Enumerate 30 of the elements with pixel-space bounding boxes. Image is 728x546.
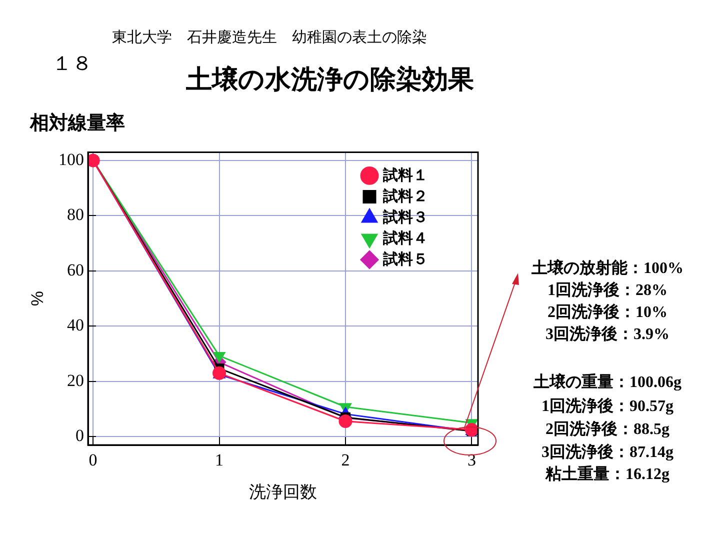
legend-label: 試料１ [382,166,428,184]
chart-title: 土壌の水洗浄の除染効果 [186,64,474,97]
text: 2回洗浄後：88.5g [544,420,670,440]
legend-label: 試料２ [382,188,428,205]
y-tick-label: 80 [67,205,84,224]
legend-label: 試料３ [382,208,428,226]
legend-label: 試料４ [382,230,428,247]
text: 土壌の放射能：100% [530,258,684,279]
text: 3回洗浄後：3.9% [544,324,670,345]
y-tick-label: 0 [76,426,84,446]
x-tick-label: 2 [341,450,350,470]
x-tick-label: 1 [215,450,224,470]
y-tick-label: 60 [67,260,84,280]
text: 2回洗浄後：10% [546,302,668,323]
text: 相対線量率 [30,111,125,136]
text: 粘土重量：16.12g [544,464,670,485]
x-axis-title: 洗浄回数 [249,482,317,502]
text: 1回洗浄後：28% [546,280,668,301]
chart-subtitle: 東北大学 石井慶造先生 幼稚園の表土の除染 [112,28,427,47]
legend-label: 試料５ [382,250,428,268]
text: 1回洗浄後：90.57g [540,396,674,417]
text: １８ [52,50,92,77]
y-tick-label: 20 [67,370,84,390]
point [338,414,352,428]
text: 土壌の重量：100.06g [532,372,682,393]
x-tick-label: 0 [88,450,98,470]
text: 3回洗浄後：87.14g [540,442,674,463]
y-tick-label: 100 [58,150,84,169]
y-tick-label: 40 [67,316,84,335]
y-axis-title: % [28,291,47,306]
